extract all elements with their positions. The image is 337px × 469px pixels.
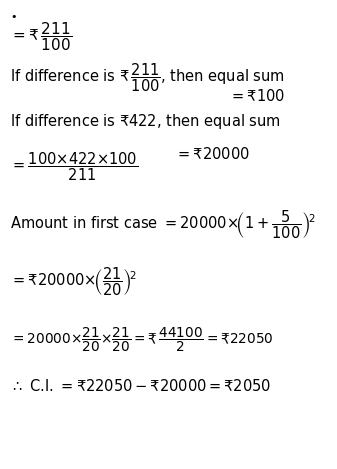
Text: $= \dfrac{100{\times}422{\times}100}{211}$: $= \dfrac{100{\times}422{\times}100}{211…	[10, 150, 138, 182]
Text: $= $₹$100$: $= $₹$100$	[229, 88, 285, 104]
Text: Amount in first case $= 20000{\times}\!\left(1 + \dfrac{5}{100}\right)^{\!2}$: Amount in first case $= 20000{\times}\!\…	[10, 209, 316, 241]
Text: $\therefore$ C.I. $= $₹$22050 - $₹$20000 = $₹$2050$: $\therefore$ C.I. $= $₹$22050 - $₹$20000…	[10, 378, 271, 393]
Text: $= $₹$20000$: $= $₹$20000$	[175, 146, 250, 162]
Text: $= 20000{\times}\dfrac{21}{20}{\times}\dfrac{21}{20} = $₹$\,\dfrac{44100}{2} = $: $= 20000{\times}\dfrac{21}{20}{\times}\d…	[10, 326, 274, 354]
Text: $= $₹$20000{\times}\!\left(\dfrac{21}{20}\right)^{\!2}$: $= $₹$20000{\times}\!\left(\dfrac{21}{20…	[10, 265, 137, 297]
Text: •: •	[10, 12, 17, 22]
Text: $= $₹$\,\dfrac{211}{100}$: $= $₹$\,\dfrac{211}{100}$	[10, 20, 72, 53]
Text: If difference is ₹$422$, then equal sum: If difference is ₹$422$, then equal sum	[10, 112, 281, 131]
Text: If difference is ₹$\,\dfrac{211}{100}$, then equal sum: If difference is ₹$\,\dfrac{211}{100}$, …	[10, 61, 285, 93]
